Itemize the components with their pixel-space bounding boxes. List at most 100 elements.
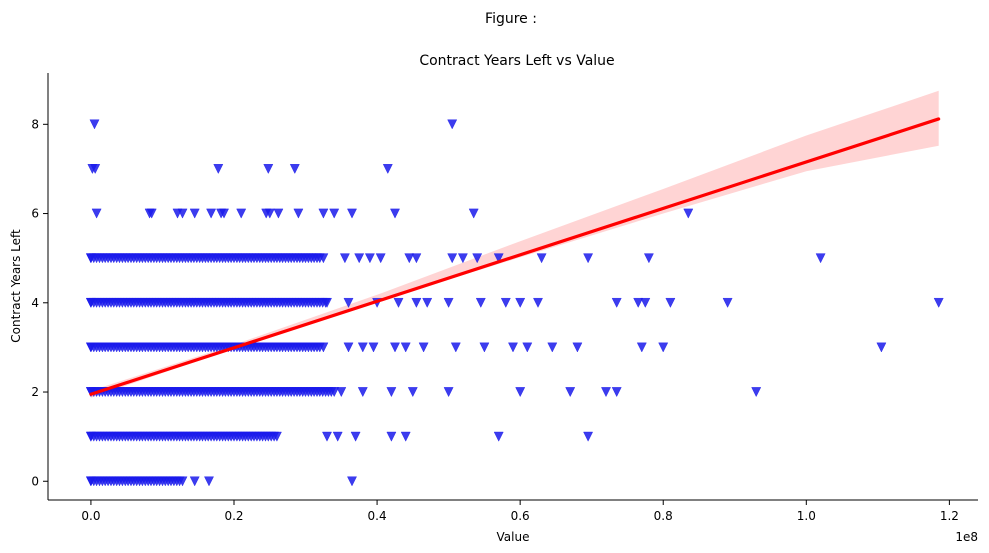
scatter-point [658, 342, 669, 353]
figure-suptitle: Figure : [485, 11, 537, 27]
scatter-point [219, 208, 229, 219]
regression-line [89, 117, 941, 396]
scatter-point [89, 119, 100, 130]
plot-area [85, 90, 944, 487]
scatter-point [515, 387, 526, 398]
scatter-point [339, 253, 350, 264]
scatter-point [450, 342, 461, 353]
x-axis-label: Value [497, 530, 530, 544]
scatter-point [354, 253, 365, 264]
scatter-point [347, 208, 357, 219]
scatter-point [515, 298, 526, 308]
scatter-point [443, 298, 454, 308]
x-tick-label: 0.6 [511, 509, 530, 523]
scatter-point [547, 342, 558, 353]
x-tick-label: 1.0 [797, 509, 816, 523]
scatter-point [418, 342, 429, 353]
scatter-point [400, 431, 411, 442]
x-tick-label: 0.4 [368, 509, 387, 523]
scatter-point [85, 298, 96, 308]
scatter-point [601, 387, 611, 398]
scatter-point [468, 208, 479, 219]
scatter-point [364, 253, 375, 264]
scatter-point [583, 431, 594, 442]
scatter-point [665, 298, 676, 308]
scatter-point [189, 208, 200, 219]
scatter-point [533, 298, 543, 308]
x-tick-label: 0.2 [224, 509, 243, 523]
scatter-point [643, 253, 654, 264]
scatter-point [271, 431, 282, 442]
scatter-point [636, 342, 647, 353]
scatter-point [329, 387, 340, 398]
scatter-point [322, 431, 332, 442]
scatter-point [336, 387, 347, 398]
scatter-point [85, 342, 96, 353]
scatter-point [213, 164, 224, 174]
scatter-point [522, 342, 533, 353]
scatter-point [318, 342, 329, 353]
scatter-point [91, 208, 102, 219]
scatter-point [263, 164, 274, 174]
y-axis-ticks: 0 2 4 6 8 [31, 117, 48, 488]
scatter-point [493, 253, 504, 264]
scatter-point [411, 298, 422, 308]
scatter-point [350, 431, 361, 442]
confidence-band [90, 90, 939, 398]
scatter-point [375, 253, 386, 264]
scatter-point [447, 119, 458, 130]
scatter-point [500, 298, 511, 308]
scatter-point [189, 476, 200, 487]
y-tick-label: 8 [31, 117, 39, 131]
y-tick-label: 0 [31, 474, 39, 488]
scatter-point [475, 298, 486, 308]
scatter-point [206, 208, 217, 219]
scatter-point [751, 387, 762, 398]
scatter-point [411, 253, 422, 264]
scatter-point [876, 342, 887, 353]
scatter-point [457, 253, 468, 264]
scatter-point [683, 208, 694, 219]
scatter-point [386, 387, 397, 398]
scatter-point [815, 253, 826, 264]
scatter-point [357, 342, 368, 353]
scatter-point [236, 208, 247, 219]
scatter-point [447, 253, 458, 264]
scatter-point [390, 208, 400, 219]
scatter-point [85, 476, 96, 487]
scatter-point [443, 387, 454, 398]
scatter-point [343, 298, 354, 308]
scatter-point [404, 253, 415, 264]
scatter-point [382, 164, 393, 174]
y-tick-label: 6 [31, 207, 39, 221]
scatter-point [289, 164, 300, 174]
x-tick-label: 0.8 [654, 509, 673, 523]
scatter-point [322, 298, 332, 308]
scatter-point [407, 387, 418, 398]
scatter-point [393, 298, 404, 308]
x-axis-offset-text: 1e8 [955, 530, 978, 544]
scatter-point [386, 431, 397, 442]
scatter-point [318, 253, 329, 264]
scatter-point [332, 431, 343, 442]
scatter-point [536, 253, 547, 264]
scatter-point [611, 298, 622, 308]
scatter-point [472, 253, 483, 264]
scatter-point [640, 298, 651, 308]
scatter-point [565, 387, 576, 398]
scatter-point [90, 164, 101, 174]
scatter-point [508, 342, 518, 353]
scatter-point [479, 342, 490, 353]
scatter-point [390, 342, 400, 353]
scatter-point [357, 387, 368, 398]
x-tick-label: 1.2 [940, 509, 959, 523]
chart-title: Contract Years Left vs Value [419, 53, 614, 69]
scatter-point [722, 298, 733, 308]
scatter-point [177, 208, 188, 219]
scatter-point [611, 387, 622, 398]
y-axis-label: Contract Years Left [9, 229, 23, 343]
x-tick-label: 0.0 [81, 509, 100, 523]
scatter-point [204, 476, 214, 487]
scatter-point [146, 208, 157, 219]
